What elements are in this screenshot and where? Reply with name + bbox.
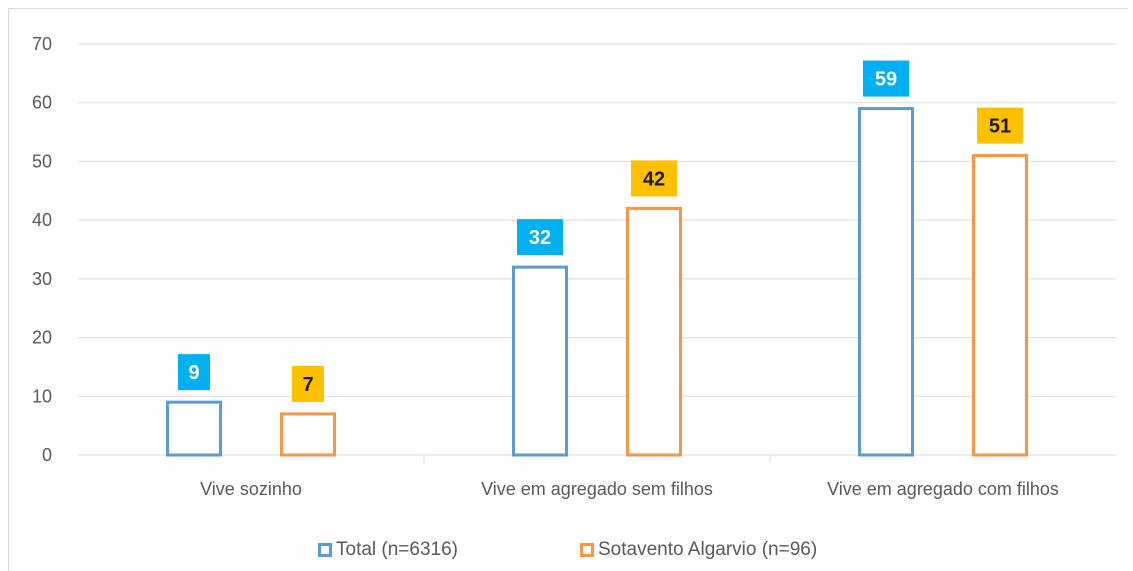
data-label: 42 (643, 168, 665, 190)
data-label-box (977, 107, 1023, 144)
data-label: 9 (188, 362, 199, 384)
y-tick-label: 20 (32, 328, 52, 348)
bar (626, 206, 682, 457)
x-category-label: Vive em agregado com filhos (827, 479, 1059, 499)
data-label-box (631, 160, 677, 197)
data-label: 51 (989, 116, 1011, 138)
data-label-box (178, 354, 210, 391)
y-tick-label: 0 (42, 445, 52, 465)
bar (972, 154, 1028, 457)
data-label: 7 (302, 374, 313, 396)
x-category-label: Vive sozinho (200, 479, 302, 499)
data-label-box (517, 219, 563, 256)
legend-swatch (580, 543, 594, 557)
legend-swatch (318, 543, 332, 557)
legend-item: Sotavento Algarvio (n=96) (580, 539, 817, 561)
chart-legend: Total (n=6316) Sotavento Algarvio (n=96) (0, 539, 1133, 569)
bar (512, 265, 568, 457)
legend-label: Total (n=6316) (336, 539, 458, 560)
data-label: 59 (875, 69, 897, 91)
bar (166, 400, 222, 457)
data-label-box (292, 365, 324, 402)
legend-label: Sotavento Algarvio (n=96) (598, 539, 818, 560)
y-tick-label: 30 (32, 269, 52, 289)
y-tick-label: 10 (32, 386, 52, 406)
y-tick-label: 50 (32, 151, 52, 171)
x-category-label: Vive em agregado sem filhos (481, 479, 713, 499)
bar (858, 107, 914, 457)
bar (280, 412, 336, 457)
data-label: 32 (529, 227, 551, 249)
legend-item: Total (n=6316) (318, 539, 458, 561)
data-label-box (863, 60, 909, 97)
y-tick-label: 60 (32, 93, 52, 113)
y-tick-label: 40 (32, 210, 52, 230)
y-tick-label: 70 (32, 34, 52, 54)
